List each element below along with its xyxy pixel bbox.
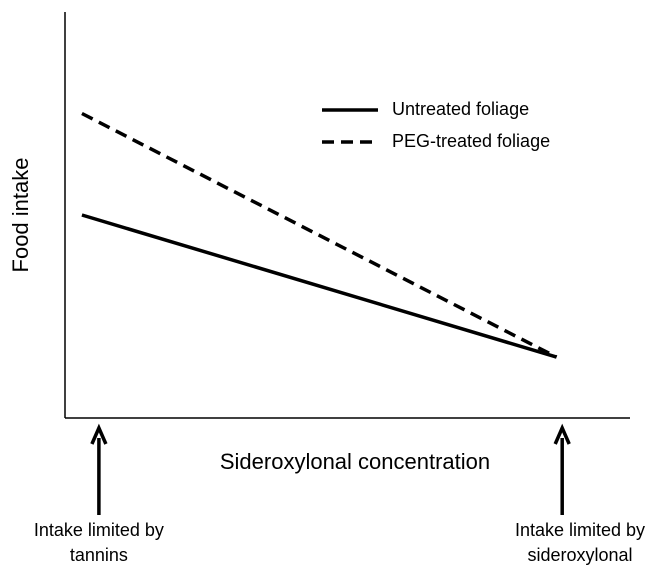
annotation-label: Intake limited by bbox=[34, 520, 164, 540]
x-axis-label: Sideroxylonal concentration bbox=[220, 449, 490, 474]
arrow-head bbox=[90, 423, 108, 445]
annotation-label: Intake limited by bbox=[515, 520, 645, 540]
legend-label: PEG-treated foliage bbox=[392, 131, 550, 151]
series-line bbox=[81, 213, 558, 359]
annotation-label: tannins bbox=[70, 545, 128, 565]
series-line bbox=[81, 111, 558, 359]
legend-label: Untreated foliage bbox=[392, 99, 529, 119]
annotation-label: sideroxylonal bbox=[527, 545, 632, 565]
arrow-head bbox=[553, 423, 571, 445]
y-axis-label: Food intake bbox=[8, 158, 33, 273]
